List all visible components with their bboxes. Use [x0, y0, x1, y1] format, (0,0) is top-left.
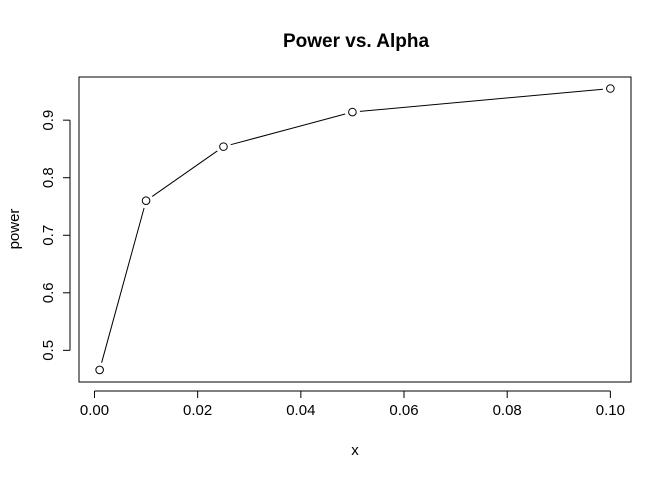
y-axis-label: power: [6, 209, 23, 250]
data-point: [606, 84, 615, 93]
x-tick-label: 0.06: [389, 402, 418, 419]
series-line-segment: [359, 88, 603, 112]
x-tick-label: 0.08: [493, 402, 522, 419]
y-tick-label: 0.7: [40, 225, 57, 246]
x-tick-label: 0.10: [596, 402, 625, 419]
x-axis: 0.00 0.02 0.04 0.06 0.08 0.10: [80, 390, 625, 419]
x-axis-label: x: [351, 442, 359, 459]
series-line-segment: [151, 150, 218, 197]
data-point: [219, 142, 228, 151]
series-line-segment: [230, 113, 346, 146]
x-tick-label: 0.00: [80, 402, 109, 419]
y-tick-label: 0.5: [40, 340, 57, 361]
plot-frame: [78, 76, 632, 383]
x-tick-label: 0.02: [183, 402, 212, 419]
y-axis: 0.5 0.6 0.7 0.8 0.9: [40, 110, 71, 361]
data-point: [95, 365, 104, 375]
data-point: [348, 107, 357, 117]
x-tick-label: 0.04: [286, 402, 315, 419]
chart-title: Power vs. Alpha: [283, 31, 429, 52]
y-tick-label: 0.8: [40, 167, 57, 188]
data-point: [141, 196, 151, 206]
y-tick-label: 0.6: [40, 282, 57, 303]
data-series: [95, 84, 615, 375]
y-tick-label: 0.9: [40, 110, 57, 131]
series-line-segment: [101, 207, 145, 363]
